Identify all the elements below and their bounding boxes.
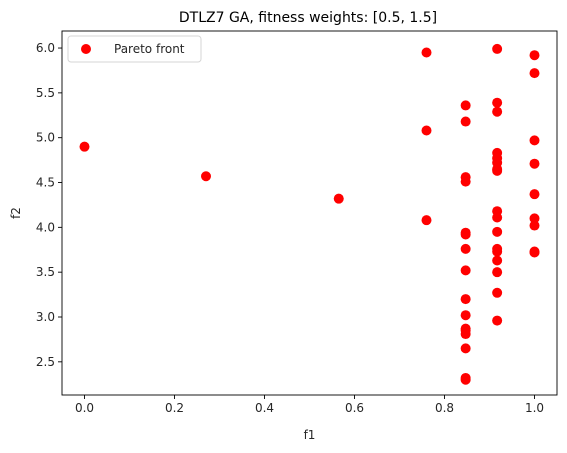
data-point [460,294,471,305]
y-tick-label: 5.0 [36,131,55,145]
data-point [529,135,540,146]
data-point [79,141,90,152]
data-point [421,47,432,58]
data-point [492,43,503,54]
data-point [460,374,471,385]
data-point [492,287,503,298]
y-tick-label: 3.5 [36,265,55,279]
data-point [333,193,344,204]
x-tick-label: 0.8 [435,401,454,415]
data-point [492,246,503,257]
x-tick-label: 0.6 [345,401,364,415]
x-tick-label: 0.2 [165,401,184,415]
legend: Pareto front [67,35,202,63]
data-point [492,165,503,176]
legend-label: Pareto front [114,42,185,56]
y-tick-label: 4.5 [36,176,55,190]
data-point [460,265,471,276]
data-point [492,212,503,223]
points-layer [79,43,540,385]
chart-title: DTLZ7 GA, fitness weights: [0.5, 1.5] [179,10,437,26]
data-point [529,158,540,169]
legend-marker [81,44,91,54]
legend-box [67,35,202,63]
data-point [421,215,432,226]
data-point [460,116,471,127]
data-point [492,226,503,237]
y-tick-label: 4.0 [36,220,55,234]
ticks-layer: 0.0 0.2 0.4 0.6 0.8 1.0 2.5 3.0 3.5 4.0 4.5 5.0 5.5 6… [36,41,544,415]
x-tick-label: 1.0 [525,401,544,415]
data-point [460,310,471,321]
data-point [529,189,540,200]
y-axis-title: f2 [9,207,23,219]
y-tick-label: 5.5 [36,86,55,100]
y-tick-label: 6.0 [36,41,55,55]
data-point [529,50,540,61]
data-point [529,247,540,258]
data-point [492,315,503,326]
data-point [492,97,503,108]
data-point [421,125,432,136]
y-tick-label: 2.5 [36,355,55,369]
x-tick-label: 0.4 [255,401,274,415]
data-point [460,229,471,240]
data-point [460,100,471,111]
data-point [460,329,471,340]
data-point [201,171,211,182]
data-point [529,220,540,231]
data-point [460,176,471,187]
x-axis-title: f1 [304,428,316,442]
data-point [529,68,540,79]
data-point [460,243,471,254]
y-tick-label: 3.0 [36,310,55,324]
plot-frame [61,30,558,396]
data-point [492,267,503,278]
data-point [460,343,471,354]
x-tick-label: 0.0 [75,401,94,415]
data-point [492,255,503,266]
data-point [529,213,540,224]
data-point [492,106,503,117]
